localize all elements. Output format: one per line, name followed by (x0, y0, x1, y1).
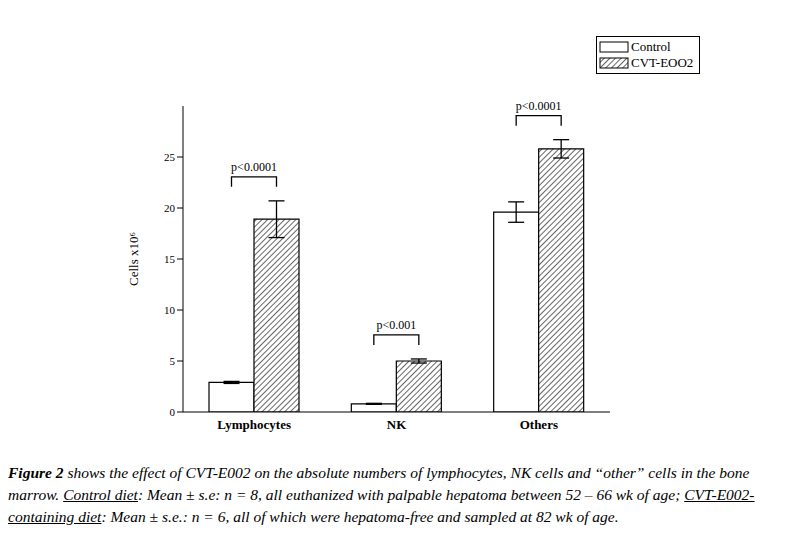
svg-text:Cells x10⁶: Cells x10⁶ (126, 232, 141, 286)
svg-text:p<0.0001: p<0.0001 (516, 99, 562, 113)
svg-text:20: 20 (164, 202, 176, 214)
svg-text:Lymphocytes: Lymphocytes (217, 417, 291, 432)
svg-text:5: 5 (170, 355, 176, 367)
svg-text:p<0.001: p<0.001 (376, 318, 416, 332)
svg-text:25: 25 (164, 151, 176, 163)
html-text:Figure 2 shows the effect of C: Figure 2 shows the effect of CVT-E002 on… (8, 464, 755, 525)
svg-text:0: 0 (170, 406, 176, 418)
svg-text:NK: NK (387, 417, 407, 432)
html-text:CVT-EOO2: CVT-EOO2 (631, 55, 694, 70)
html-text:Control: Control (631, 39, 671, 54)
svg-text:p<0.0001: p<0.0001 (231, 160, 277, 174)
svg-text:15: 15 (164, 253, 176, 265)
svg-text:10: 10 (164, 304, 176, 316)
svg-text:Others: Others (520, 417, 558, 432)
